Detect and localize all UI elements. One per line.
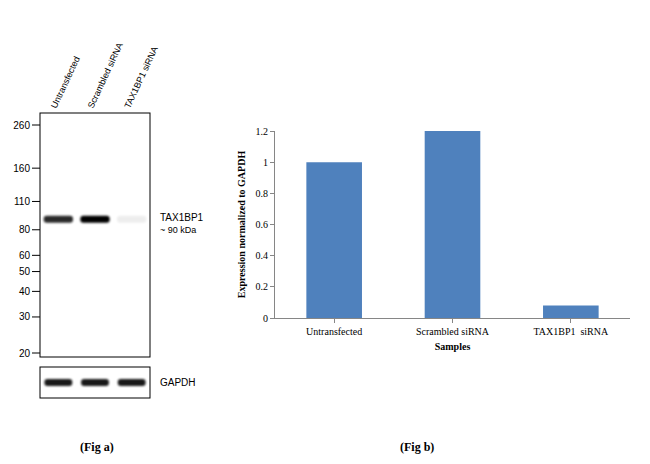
svg-text:50: 50	[19, 266, 31, 277]
svg-text:Untransfected: Untransfected	[306, 326, 362, 337]
svg-text:~ 90 kDa: ~ 90 kDa	[160, 225, 196, 235]
svg-text:GAPDH: GAPDH	[160, 377, 196, 388]
svg-text:0.8: 0.8	[256, 188, 269, 199]
svg-text:Samples: Samples	[435, 341, 471, 352]
svg-text:60: 60	[19, 250, 31, 261]
svg-text:Expression normalized to GAPDH: Expression normalized to GAPDH	[236, 151, 247, 299]
svg-text:260: 260	[13, 120, 30, 131]
svg-text:1.2: 1.2	[256, 126, 269, 137]
svg-text:Untransfected: Untransfected	[49, 55, 82, 110]
svg-text:80: 80	[19, 224, 31, 235]
svg-text:TAX1BP1 siRNA: TAX1BP1 siRNA	[122, 45, 159, 110]
html-text:(Fig a): (Fig a)	[80, 440, 114, 454]
svg-text:40: 40	[19, 286, 31, 297]
svg-text:0.2: 0.2	[256, 281, 269, 292]
svg-text:110: 110	[14, 196, 30, 207]
svg-text:160: 160	[13, 163, 30, 174]
html-text:(Fig b): (Fig b)	[400, 440, 435, 454]
svg-text:TAX1BP1: TAX1BP1	[160, 212, 204, 223]
svg-text:Scrambled siRNA: Scrambled siRNA	[416, 326, 490, 337]
svg-text:Scrambled siRNA: Scrambled siRNA	[86, 41, 125, 110]
svg-text:0.4: 0.4	[256, 250, 269, 261]
svg-text:20: 20	[19, 348, 31, 359]
svg-text:1: 1	[263, 157, 268, 168]
svg-text:30: 30	[19, 311, 31, 322]
svg-text:TAX1BP1 siRNA: TAX1BP1 siRNA	[533, 326, 609, 337]
svg-text:0: 0	[263, 313, 268, 324]
svg-text:0.6: 0.6	[256, 219, 269, 230]
